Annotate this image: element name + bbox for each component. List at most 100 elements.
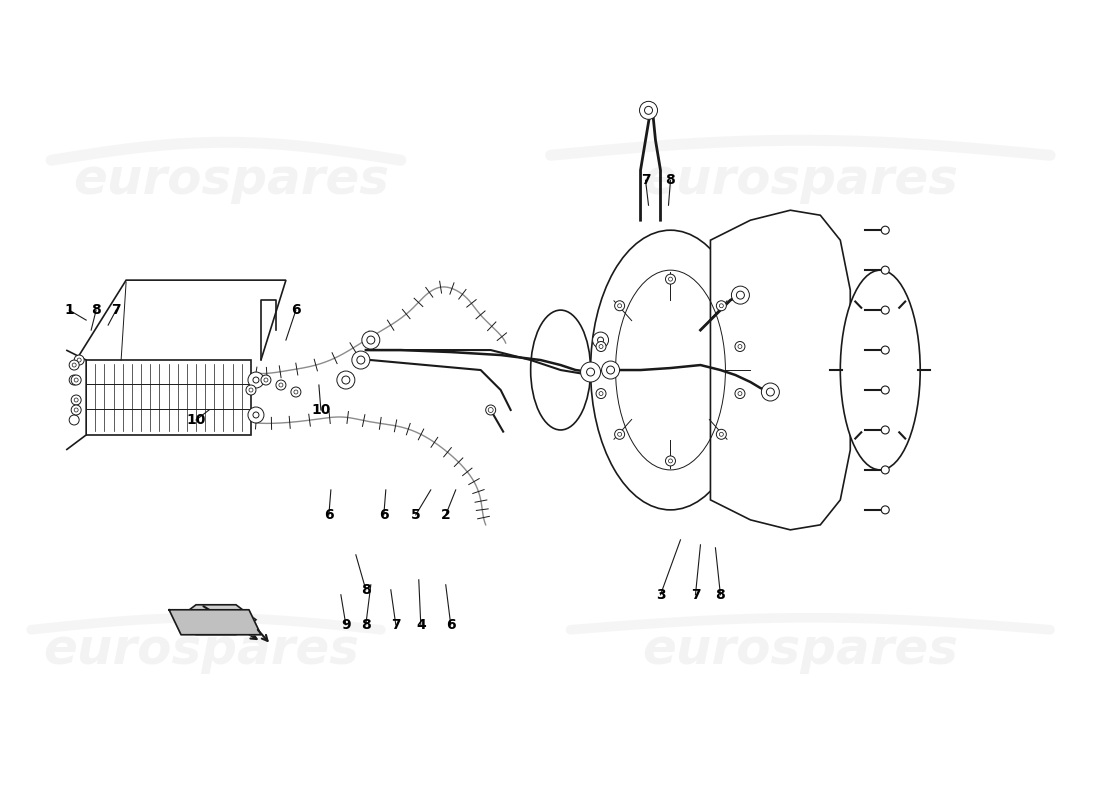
Circle shape (736, 291, 745, 299)
Circle shape (253, 412, 258, 418)
Text: 7: 7 (390, 618, 400, 632)
Circle shape (881, 466, 889, 474)
Circle shape (77, 358, 81, 362)
Text: 9: 9 (341, 618, 351, 632)
Circle shape (639, 102, 658, 119)
Circle shape (881, 306, 889, 314)
Circle shape (881, 426, 889, 434)
Text: 4: 4 (416, 618, 426, 632)
Circle shape (669, 277, 672, 281)
Circle shape (600, 345, 603, 349)
Text: eurospares: eurospares (43, 626, 359, 674)
Text: eurospares: eurospares (73, 156, 389, 204)
Circle shape (69, 375, 79, 385)
Circle shape (362, 331, 380, 349)
Circle shape (719, 304, 724, 308)
Circle shape (72, 375, 81, 385)
Ellipse shape (530, 310, 591, 430)
Circle shape (486, 405, 496, 415)
Circle shape (593, 332, 608, 348)
Circle shape (69, 360, 79, 370)
Polygon shape (66, 350, 86, 450)
Circle shape (666, 274, 675, 284)
Circle shape (488, 407, 493, 413)
Circle shape (253, 377, 258, 383)
Circle shape (596, 389, 606, 398)
Circle shape (716, 301, 726, 310)
Text: 6: 6 (379, 508, 388, 522)
Text: 7: 7 (640, 174, 650, 187)
Circle shape (881, 346, 889, 354)
Text: 10: 10 (186, 413, 206, 427)
Circle shape (597, 337, 604, 343)
Circle shape (615, 430, 625, 439)
Text: 1: 1 (64, 303, 74, 317)
Circle shape (719, 432, 724, 436)
Text: 6: 6 (324, 508, 333, 522)
Polygon shape (711, 210, 850, 530)
Circle shape (586, 368, 595, 376)
Circle shape (279, 383, 283, 387)
Circle shape (732, 286, 749, 304)
Circle shape (615, 301, 625, 310)
Circle shape (342, 376, 350, 384)
Text: eurospares: eurospares (642, 626, 958, 674)
Circle shape (738, 345, 742, 349)
Text: 8: 8 (91, 303, 101, 317)
Circle shape (246, 385, 256, 395)
Circle shape (617, 432, 621, 436)
Circle shape (881, 506, 889, 514)
Circle shape (352, 351, 370, 369)
Circle shape (248, 407, 264, 423)
Text: 8: 8 (716, 588, 725, 602)
Circle shape (73, 363, 76, 367)
Polygon shape (169, 610, 261, 634)
Circle shape (767, 388, 774, 396)
Circle shape (735, 389, 745, 398)
Circle shape (738, 391, 742, 395)
Circle shape (596, 342, 606, 351)
Circle shape (881, 386, 889, 394)
Text: 6: 6 (446, 618, 455, 632)
Circle shape (666, 456, 675, 466)
Text: 8: 8 (666, 174, 675, 187)
Circle shape (606, 366, 615, 374)
Circle shape (261, 375, 271, 385)
Ellipse shape (840, 270, 921, 470)
Polygon shape (176, 605, 256, 634)
Text: 3: 3 (656, 588, 666, 602)
Circle shape (669, 459, 672, 463)
Text: 7: 7 (111, 303, 121, 317)
Circle shape (602, 361, 619, 379)
Text: 6: 6 (292, 303, 300, 317)
Circle shape (74, 408, 78, 412)
Text: 8: 8 (361, 618, 371, 632)
Circle shape (72, 405, 81, 415)
Circle shape (617, 304, 621, 308)
Ellipse shape (591, 230, 750, 510)
Circle shape (356, 356, 365, 364)
Circle shape (74, 355, 85, 365)
Circle shape (72, 395, 81, 405)
Text: 5: 5 (411, 508, 420, 522)
Circle shape (74, 398, 78, 402)
Circle shape (276, 380, 286, 390)
Circle shape (761, 383, 780, 401)
Circle shape (645, 106, 652, 114)
Circle shape (600, 391, 603, 395)
Circle shape (290, 387, 301, 397)
Text: eurospares: eurospares (642, 156, 958, 204)
Text: 2: 2 (441, 508, 451, 522)
Circle shape (337, 371, 355, 389)
Circle shape (581, 362, 601, 382)
Circle shape (264, 378, 268, 382)
Circle shape (74, 378, 78, 382)
Text: 10: 10 (311, 403, 331, 417)
Circle shape (249, 388, 253, 392)
Circle shape (248, 372, 264, 388)
Circle shape (69, 415, 79, 425)
Circle shape (881, 226, 889, 234)
Text: 7: 7 (691, 588, 701, 602)
Circle shape (294, 390, 298, 394)
Circle shape (366, 336, 375, 344)
